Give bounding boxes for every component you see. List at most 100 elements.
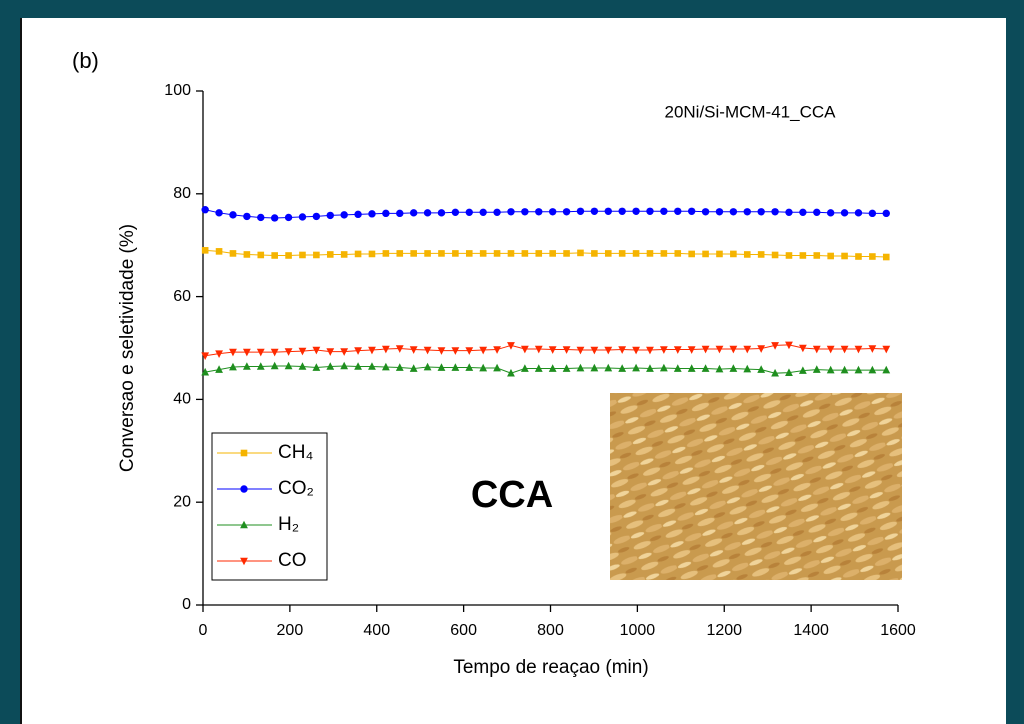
marker [716, 251, 723, 258]
marker [800, 252, 807, 259]
x-tick-label: 400 [363, 622, 390, 639]
marker [674, 208, 681, 215]
inset-label: CCA [471, 474, 553, 516]
marker [799, 209, 806, 216]
marker [563, 208, 570, 215]
marker [494, 250, 501, 257]
marker [813, 209, 820, 216]
marker [869, 210, 876, 217]
marker [772, 252, 779, 259]
y-tick-label: 40 [173, 391, 191, 408]
marker [451, 363, 459, 371]
marker [243, 213, 250, 220]
marker [827, 209, 834, 216]
marker [841, 253, 848, 260]
x-tick-label: 0 [199, 622, 208, 639]
x-tick-label: 600 [450, 622, 477, 639]
marker [257, 214, 264, 221]
marker [882, 346, 890, 354]
y-tick-label: 100 [164, 82, 191, 99]
marker [452, 209, 459, 216]
series-line [205, 345, 886, 356]
marker [674, 250, 681, 257]
marker [424, 363, 432, 371]
marker [730, 208, 737, 215]
legend-label: CO [278, 550, 307, 571]
marker [354, 211, 361, 218]
marker [660, 364, 668, 372]
marker [508, 250, 515, 257]
marker [646, 208, 653, 215]
marker [299, 213, 306, 220]
marker [299, 252, 306, 259]
annotation: 20Ni/Si-MCM-41_CCA [665, 102, 837, 121]
marker [771, 208, 778, 215]
marker [466, 250, 473, 257]
marker [855, 253, 862, 260]
series-line [205, 366, 886, 373]
marker [326, 348, 334, 356]
marker [661, 250, 668, 257]
marker [883, 254, 890, 261]
marker [480, 250, 487, 257]
marker [716, 208, 723, 215]
marker [424, 250, 431, 257]
marker [841, 209, 848, 216]
marker [396, 250, 403, 257]
marker [535, 208, 542, 215]
marker [216, 248, 223, 255]
page: (b) 20Ni/Si-MCM-41_CCA Conversao e selet… [0, 0, 1024, 724]
y-axis-label: Conversao e seletividade (%) [117, 224, 138, 472]
series-line [205, 250, 886, 257]
marker [632, 364, 640, 372]
marker [424, 209, 431, 216]
marker [396, 210, 403, 217]
marker [535, 250, 542, 257]
marker [382, 210, 389, 217]
marker [438, 250, 445, 257]
x-tick-label: 800 [537, 622, 564, 639]
x-tick-label: 200 [277, 622, 304, 639]
marker [660, 208, 667, 215]
marker [744, 251, 751, 258]
marker [466, 209, 473, 216]
marker [688, 251, 695, 258]
series-line [205, 210, 886, 218]
marker [410, 250, 417, 257]
marker [813, 252, 820, 259]
marker [271, 214, 278, 221]
marker [757, 208, 764, 215]
marker [827, 253, 834, 260]
x-tick-label: 1200 [706, 622, 742, 639]
chart: (b) 20Ni/Si-MCM-41_CCA Conversao e selet… [0, 0, 1024, 724]
marker [729, 364, 737, 372]
marker [271, 252, 278, 259]
legend-label: CO₂ [278, 478, 314, 499]
marker [202, 247, 209, 254]
marker [383, 250, 390, 257]
marker [313, 252, 320, 259]
marker [244, 251, 251, 258]
marker [730, 251, 737, 258]
marker [507, 208, 514, 215]
marker [591, 250, 598, 257]
marker [327, 251, 334, 258]
marker [521, 208, 528, 215]
marker [241, 450, 248, 457]
marker [340, 348, 348, 356]
panel-label: (b) [72, 48, 99, 73]
marker [591, 208, 598, 215]
marker [465, 363, 473, 371]
marker [618, 208, 625, 215]
legend-label: H₂ [278, 514, 299, 535]
marker [257, 252, 264, 259]
x-tick-label: 1600 [880, 622, 916, 639]
marker [438, 209, 445, 216]
marker [285, 214, 292, 221]
marker [869, 253, 876, 260]
marker [744, 208, 751, 215]
marker [605, 250, 612, 257]
photo [610, 393, 902, 580]
marker [786, 252, 793, 259]
marker [341, 251, 348, 258]
